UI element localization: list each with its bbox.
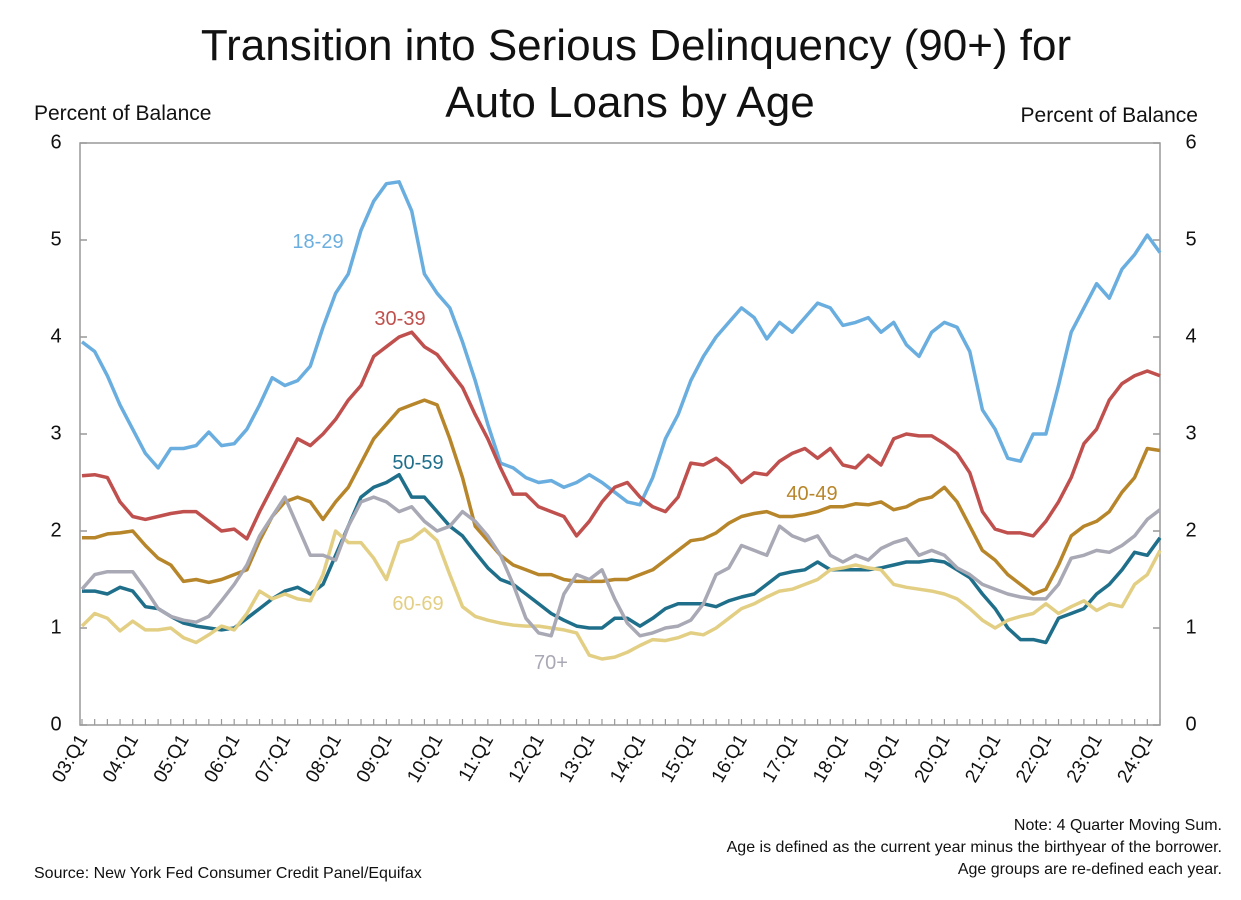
y-tick-label: 5 (50, 228, 61, 250)
chart-title: Auto Loans by Age (445, 78, 814, 127)
x-tick-label: 09:Q1 (353, 731, 397, 786)
y-tick-label: 4 (50, 325, 61, 347)
y-tick-label: 0 (50, 713, 61, 735)
x-tick-label: 12:Q1 (505, 731, 549, 786)
series-label: 50-59 (392, 452, 443, 474)
x-tick-label: 20:Q1 (911, 731, 955, 786)
y2-tick-label: 0 (1185, 713, 1196, 735)
y-tick-label: 2 (50, 519, 61, 541)
note: Age groups are re-defined each year. (958, 861, 1222, 878)
x-tick-label: 13:Q1 (556, 731, 600, 786)
series-line (80, 495, 1162, 638)
y-tick-label: 1 (50, 616, 61, 638)
series-label: 30-39 (374, 308, 425, 330)
x-tick-label: 21:Q1 (961, 731, 1005, 786)
chart-title: Transition into Serious Delinquency (90+… (201, 21, 1071, 70)
y-tick-label: 6 (50, 131, 61, 153)
y-tick-label: 3 (50, 422, 61, 444)
y2-tick-label: 3 (1185, 422, 1196, 444)
series-label: 70+ (534, 652, 568, 674)
series-label: 18-29 (292, 231, 343, 253)
series-label: 60-69 (392, 593, 443, 615)
x-tick-label: 06:Q1 (200, 731, 244, 786)
x-tick-label: 05:Q1 (150, 731, 194, 786)
series-label: 40-49 (786, 483, 837, 505)
x-tick-label: 10:Q1 (403, 731, 447, 786)
x-tick-label: 07:Q1 (251, 731, 295, 786)
x-tick-label: 08:Q1 (302, 731, 346, 786)
x-tick-label: 23:Q1 (1063, 731, 1107, 786)
series-line (80, 527, 1162, 661)
x-tick-label: 03:Q1 (48, 731, 92, 786)
y2-tick-label: 4 (1185, 325, 1196, 347)
x-tick-label: 19:Q1 (860, 731, 904, 786)
x-tick-label: 24:Q1 (1114, 731, 1158, 786)
series-line (81, 330, 1161, 541)
y2-tick-label: 1 (1185, 616, 1196, 638)
source: Source: New York Fed Consumer Credit Pan… (34, 865, 422, 882)
x-tick-label: 15:Q1 (657, 731, 701, 786)
x-tick-label: 14:Q1 (606, 731, 650, 786)
note: Age is defined as the current year minus… (727, 839, 1222, 856)
x-tick-label: 16:Q1 (708, 731, 752, 786)
series-line (82, 472, 1162, 645)
x-tick-label: 18:Q1 (809, 731, 853, 786)
series-line (82, 398, 1161, 596)
y2-axis-label: Percent of Balance (1021, 104, 1198, 127)
note: Note: 4 Quarter Moving Sum. (1014, 817, 1222, 834)
x-tick-label: 17:Q1 (758, 731, 802, 786)
y-axis-label: Percent of Balance (34, 102, 211, 125)
series-line (80, 180, 1162, 507)
y2-tick-label: 6 (1185, 131, 1196, 153)
x-tick-label: 04:Q1 (99, 731, 143, 786)
y2-tick-label: 2 (1185, 519, 1196, 541)
y2-tick-label: 5 (1185, 228, 1196, 250)
x-tick-label: 11:Q1 (455, 731, 498, 785)
x-tick-label: 22:Q1 (1012, 731, 1056, 786)
